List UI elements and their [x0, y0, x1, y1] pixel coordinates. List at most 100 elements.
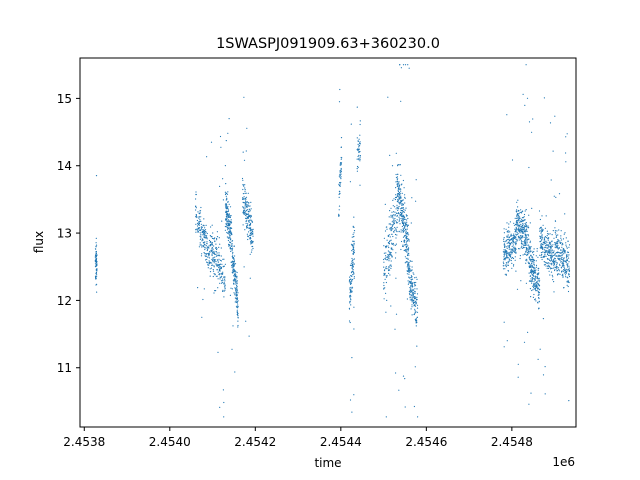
- data-point: [568, 268, 570, 271]
- data-point: [225, 210, 227, 212]
- data-point: [515, 223, 517, 225]
- data-point: [398, 184, 400, 186]
- data-point: [340, 156, 342, 159]
- data-point: [399, 201, 401, 203]
- data-point: [210, 245, 212, 247]
- data-point: [227, 210, 229, 212]
- data-point: [402, 229, 405, 231]
- data-point: [385, 267, 387, 269]
- data-point: [229, 223, 231, 226]
- data-point: [219, 185, 221, 187]
- data-point: [526, 226, 528, 228]
- data-point: [521, 227, 524, 229]
- data-point: [516, 215, 518, 217]
- data-point: [216, 275, 218, 277]
- data-point: [538, 284, 541, 286]
- data-point: [195, 191, 197, 193]
- data-point: [226, 212, 228, 215]
- data-point: [521, 218, 523, 220]
- data-point: [523, 228, 525, 230]
- data-point: [387, 254, 390, 256]
- data-point: [566, 281, 568, 283]
- data-point: [410, 281, 412, 283]
- data-point: [521, 225, 524, 227]
- data-point: [351, 411, 353, 413]
- data-point: [215, 261, 217, 263]
- data-point: [399, 193, 401, 196]
- data-point: [215, 251, 217, 253]
- data-point: [233, 271, 235, 273]
- data-point: [249, 238, 251, 240]
- data-point: [94, 275, 97, 277]
- data-point: [510, 235, 512, 237]
- data-point: [561, 246, 563, 248]
- data-point: [198, 229, 200, 231]
- data-point: [195, 193, 197, 196]
- data-point: [566, 254, 568, 257]
- data-point: [204, 241, 206, 243]
- data-point: [536, 276, 538, 278]
- data-point: [352, 251, 354, 253]
- data-point: [235, 290, 237, 292]
- data-point: [552, 267, 554, 269]
- data-point: [234, 287, 236, 289]
- data-point: [245, 320, 247, 322]
- data-point: [356, 170, 358, 172]
- data-point: [392, 216, 394, 218]
- data-point: [231, 247, 234, 249]
- data-point: [547, 262, 549, 264]
- data-point: [401, 209, 403, 212]
- data-point: [386, 239, 388, 241]
- data-point: [350, 281, 352, 283]
- data-point: [514, 228, 516, 230]
- data-point: [529, 271, 532, 274]
- data-point: [397, 190, 399, 193]
- data-point: [541, 215, 543, 217]
- data-point: [228, 231, 230, 233]
- data-point: [545, 237, 547, 239]
- data-point: [548, 258, 550, 260]
- data-point: [534, 275, 536, 277]
- data-point: [386, 228, 388, 230]
- data-point: [397, 188, 399, 190]
- data-point: [208, 252, 210, 254]
- data-point: [396, 176, 398, 178]
- data-point: [557, 240, 560, 242]
- data-point: [397, 195, 399, 197]
- data-point: [203, 288, 205, 290]
- data-point: [212, 248, 214, 250]
- data-point: [245, 209, 248, 211]
- data-point: [214, 256, 216, 258]
- data-point: [385, 275, 387, 277]
- data-point: [566, 276, 568, 278]
- data-point: [236, 301, 238, 303]
- data-point: [210, 141, 213, 143]
- data-point: [404, 262, 406, 264]
- data-point: [566, 265, 569, 267]
- data-point: [568, 244, 571, 246]
- data-point: [390, 239, 392, 241]
- data-point: [503, 346, 505, 348]
- data-point: [389, 274, 391, 276]
- data-point: [393, 244, 395, 246]
- data-point: [529, 251, 531, 253]
- data-point: [532, 257, 534, 259]
- data-point: [415, 297, 417, 299]
- data-point: [518, 231, 520, 233]
- data-point: [513, 264, 515, 266]
- data-point: [415, 276, 417, 278]
- data-point: [384, 203, 386, 205]
- data-point: [528, 272, 530, 274]
- data-point: [394, 244, 397, 246]
- data-point: [538, 297, 540, 299]
- data-point: [350, 282, 352, 284]
- data-point: [503, 256, 505, 258]
- data-point: [563, 249, 565, 251]
- data-point: [232, 265, 234, 267]
- data-point: [358, 146, 360, 148]
- data-point: [533, 263, 535, 265]
- data-point: [242, 179, 244, 181]
- data-point: [404, 223, 406, 225]
- data-point: [242, 197, 244, 199]
- data-point: [407, 253, 409, 255]
